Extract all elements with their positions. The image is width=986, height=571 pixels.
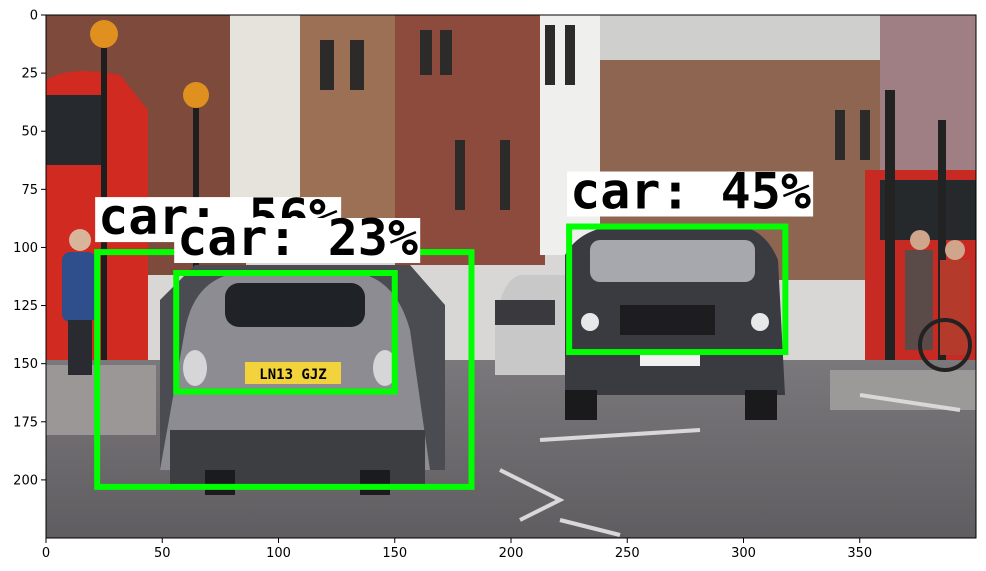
label-background <box>567 171 814 217</box>
y-tick-label: 150 <box>13 357 38 372</box>
street-photo: LN13 GJZ <box>46 15 976 538</box>
y-tick-label: 200 <box>13 473 38 488</box>
y-tick-label: 0 <box>30 9 38 24</box>
y-tick-label: 125 <box>13 299 38 314</box>
x-tick-label: 50 <box>154 546 171 561</box>
y-tick-label: 50 <box>21 125 38 140</box>
x-tick-label: 200 <box>499 546 524 561</box>
detection-1: car: 23% <box>173 209 421 395</box>
y-tick-label: 100 <box>13 241 38 256</box>
bounding-box <box>173 270 398 395</box>
x-tick-label: 0 <box>42 546 50 561</box>
x-tick-label: 150 <box>382 546 407 561</box>
x-tick-label: 300 <box>731 546 756 561</box>
x-tick-label: 250 <box>615 546 640 561</box>
y-axis: 0 25 50 75 100 125 150 175 200 <box>13 9 46 488</box>
x-tick-label: 100 <box>266 546 291 561</box>
y-tick-label: 25 <box>21 67 38 82</box>
license-plate-text: LN13 GJZ <box>259 367 326 383</box>
y-tick-label: 75 <box>21 183 38 198</box>
bounding-box <box>566 223 789 356</box>
label-background <box>174 218 421 264</box>
x-tick-label: 350 <box>847 546 872 561</box>
detection-label: car: 45% <box>570 163 811 221</box>
detections-layer: car: 56%car: 23%car: 45% <box>94 163 814 490</box>
x-axis: 0 50 100 150 200 250 300 350 <box>42 538 872 561</box>
y-tick-label: 175 <box>13 415 38 430</box>
detection-label: car: 23% <box>177 209 418 267</box>
detection-2: car: 45% <box>566 163 814 356</box>
